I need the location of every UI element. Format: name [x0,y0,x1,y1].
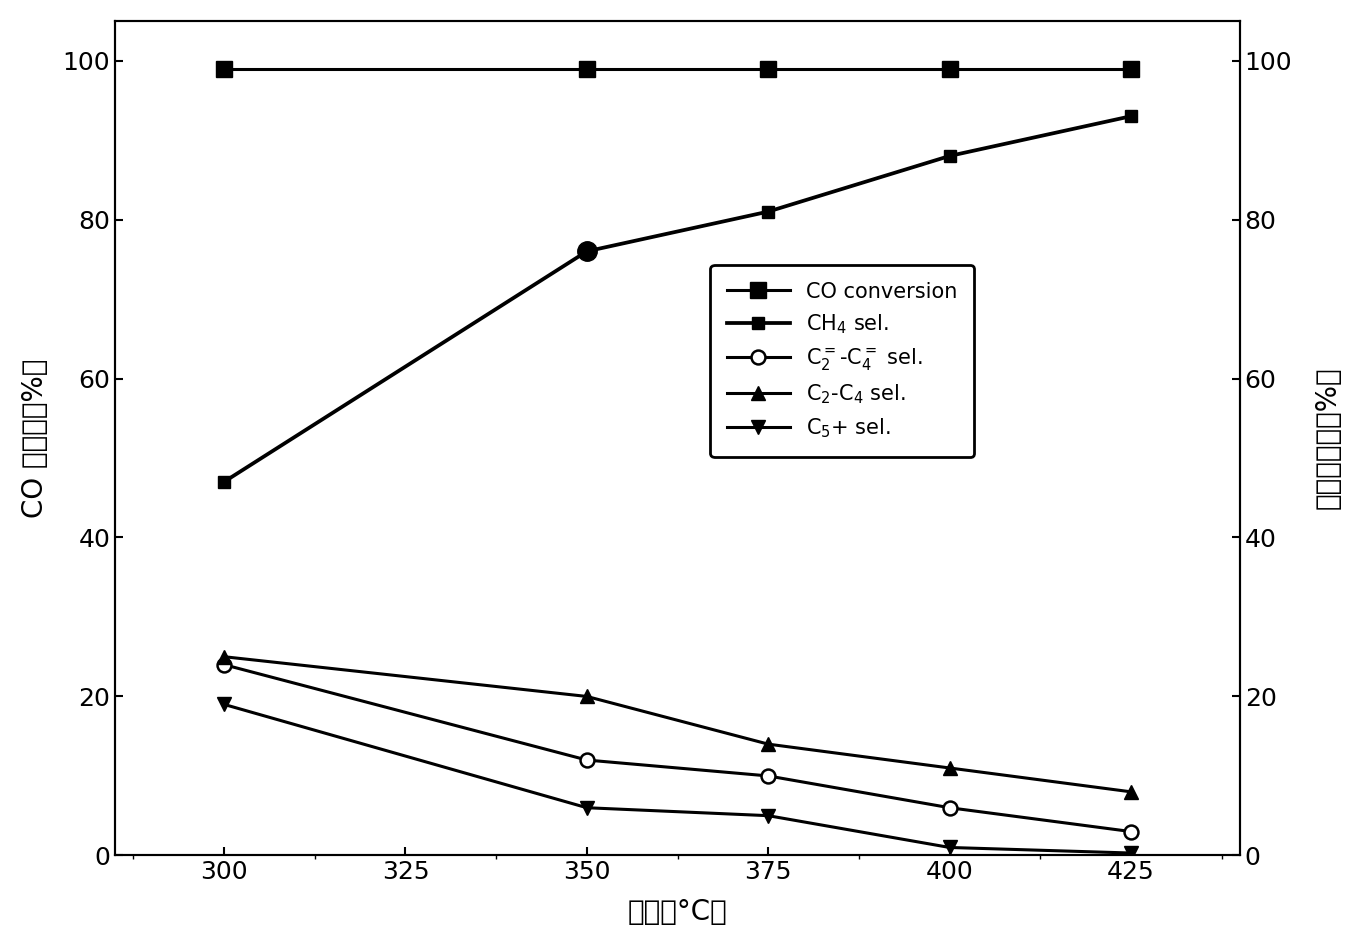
Y-axis label: 产物选择性（%）: 产物选择性（%） [1313,366,1342,509]
CH$_4$ sel. [941,151,957,162]
CO conversion [579,63,595,74]
C$_5$+ sel. [760,810,776,821]
C$_2$-C$_4$ sel. [760,739,776,750]
CO conversion [1122,63,1139,74]
CH$_4$ sel. [579,245,595,257]
C$_2$-C$_4$ sel. [1122,786,1139,797]
C$_2$-C$_4$ sel. [215,651,232,662]
CO conversion [760,63,776,74]
Line: C$_5$+ sel.: C$_5$+ sel. [217,697,1139,860]
X-axis label: 温度（°C）: 温度（°C） [628,898,727,926]
C$_2^=$-C$_4^=$ sel. [579,755,595,766]
C$_5$+ sel. [1122,848,1139,859]
Legend: CO conversion, CH$_4$ sel., C$_2^=$-C$_4^=$ sel., C$_2$-C$_4$ sel., C$_5$+ sel.: CO conversion, CH$_4$ sel., C$_2^=$-C$_4… [711,265,974,456]
C$_2$-C$_4$ sel. [941,762,957,774]
C$_5$+ sel. [215,699,232,710]
CH$_4$ sel. [215,476,232,488]
C$_2^=$-C$_4^=$ sel. [941,802,957,813]
CO conversion [215,63,232,74]
Line: C$_2$-C$_4$ sel.: C$_2$-C$_4$ sel. [217,650,1139,798]
C$_2^=$-C$_4^=$ sel. [760,770,776,781]
Line: CH$_4$ sel.: CH$_4$ sel. [218,110,1137,488]
Line: CO conversion: CO conversion [217,61,1139,76]
CH$_4$ sel. [1122,111,1139,122]
C$_2$-C$_4$ sel. [579,690,595,702]
C$_5$+ sel. [941,842,957,853]
C$_2^=$-C$_4^=$ sel. [215,659,232,670]
CO conversion [941,63,957,74]
Line: C$_2^=$-C$_4^=$ sel.: C$_2^=$-C$_4^=$ sel. [217,658,1139,838]
Y-axis label: CO 转化率（%）: CO 转化率（%） [20,358,49,518]
C$_5$+ sel. [579,802,595,813]
C$_2^=$-C$_4^=$ sel. [1122,826,1139,837]
CH$_4$ sel. [760,205,776,217]
